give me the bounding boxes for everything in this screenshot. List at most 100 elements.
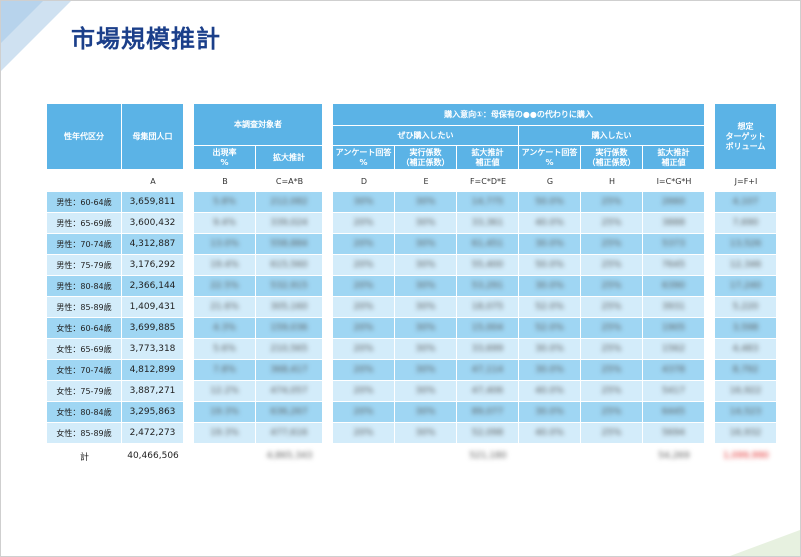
row-target-volume: 17,240 bbox=[729, 281, 762, 291]
row-population: 3,659,811 bbox=[122, 192, 184, 213]
row-survey-answer-1: 20% bbox=[353, 260, 374, 270]
row-expanded-corrected-1: 18,075 bbox=[471, 302, 504, 312]
row-target-volume: 7,690 bbox=[732, 218, 759, 228]
row-population: 3,773,318 bbox=[122, 339, 184, 360]
total-expanded-estimate: 4,865,343 bbox=[266, 451, 313, 461]
row-expanded-estimate: 477,616 bbox=[270, 428, 308, 438]
row-appearance-rate: 7.8% bbox=[213, 365, 236, 375]
row-survey-answer-1: 20% bbox=[353, 239, 374, 249]
row-label: 女性：60-64歳 bbox=[47, 318, 122, 339]
market-size-table: 性年代区分 母集団人口 本調査対象者 購入意向①：母保有の●●の代わりに購入 想… bbox=[47, 104, 777, 468]
row-target-volume: 5,220 bbox=[732, 302, 759, 312]
row-survey-answer-1: 20% bbox=[353, 281, 374, 291]
row-expanded-corrected-1: 33,361 bbox=[471, 218, 504, 228]
letter-i: I=C*G*H bbox=[643, 170, 705, 192]
total-population: 40,466,506 bbox=[122, 444, 184, 468]
header-exec-coef-1: 実行係数 （補正係数） bbox=[395, 146, 457, 170]
row-label: 女性：75-79歳 bbox=[47, 381, 122, 402]
row-survey-answer-2: 52.0% bbox=[535, 302, 564, 312]
row-expanded-estimate: 339,024 bbox=[270, 218, 308, 228]
header-buy: 購入したい bbox=[519, 126, 705, 146]
row-expanded-corrected-2: 3931 bbox=[662, 302, 685, 312]
row-exec-coef-1: 30% bbox=[415, 281, 436, 291]
row-label: 女性：85-89歳 bbox=[47, 423, 122, 444]
row-expanded-corrected-2: 6445 bbox=[662, 407, 685, 417]
row-exec-coef-2: 25% bbox=[601, 260, 622, 270]
row-exec-coef-1: 30% bbox=[415, 260, 436, 270]
row-expanded-estimate: 159,036 bbox=[270, 323, 308, 333]
row-expanded-corrected-2: 1905 bbox=[662, 323, 685, 333]
row-exec-coef-1: 30% bbox=[415, 302, 436, 312]
row-appearance-rate: 4.3% bbox=[213, 323, 236, 333]
table-row: 女性：85-89歳 2,472,273 19.3% 477,616 20% 30% 52,0… bbox=[47, 423, 777, 444]
row-exec-coef-2: 25% bbox=[601, 197, 622, 207]
letter-d: D bbox=[333, 170, 395, 192]
row-expanded-estimate: 532,915 bbox=[270, 281, 308, 291]
row-exec-coef-2: 25% bbox=[601, 323, 622, 333]
row-exec-coef-2: 25% bbox=[601, 218, 622, 228]
table-row: 男性：80-84歳 2,366,144 22.5% 532,915 20% 30% 53,2… bbox=[47, 276, 777, 297]
row-survey-answer-2: 40.0% bbox=[535, 386, 564, 396]
row-target-volume: 4,483 bbox=[732, 344, 759, 354]
row-population: 2,366,144 bbox=[122, 276, 184, 297]
total-label: 計 bbox=[47, 444, 122, 468]
row-survey-answer-1: 20% bbox=[353, 386, 374, 396]
row-expanded-corrected-2: 2660 bbox=[662, 197, 685, 207]
row-survey-answer-2: 50.0% bbox=[535, 197, 564, 207]
row-target-volume: 12,346 bbox=[729, 260, 762, 270]
row-population: 3,699,885 bbox=[122, 318, 184, 339]
row-survey-answer-1: 30% bbox=[353, 197, 374, 207]
row-survey-answer-2: 30.0% bbox=[535, 239, 564, 249]
row-label: 男性：80-84歳 bbox=[47, 276, 122, 297]
row-exec-coef-1: 30% bbox=[415, 218, 436, 228]
row-exec-coef-2: 25% bbox=[601, 302, 622, 312]
header-exec-coef-2: 実行係数 （補正係数） bbox=[581, 146, 643, 170]
letter-e: E bbox=[395, 170, 457, 192]
table-row: 男性：60-64歳 3,659,811 5.8% 212,082 30% 30% 14,77… bbox=[47, 192, 777, 213]
row-exec-coef-2: 25% bbox=[601, 407, 622, 417]
row-population: 1,409,431 bbox=[122, 297, 184, 318]
row-expanded-estimate: 210,565 bbox=[270, 344, 308, 354]
row-label: 男性：60-64歳 bbox=[47, 192, 122, 213]
header-population: 母集団人口 bbox=[122, 104, 184, 170]
row-appearance-rate: 19.3% bbox=[210, 407, 239, 417]
row-appearance-rate: 9.4% bbox=[213, 218, 236, 228]
row-survey-answer-2: 52.0% bbox=[535, 323, 564, 333]
row-expanded-corrected-2: 6390 bbox=[662, 281, 685, 291]
row-survey-answer-1: 20% bbox=[353, 323, 374, 333]
row-expanded-corrected-1: 53,291 bbox=[471, 281, 504, 291]
header-survey-answer-1: アンケート回答 % bbox=[333, 146, 395, 170]
row-exec-coef-1: 30% bbox=[415, 386, 436, 396]
row-label: 男性：70-74歳 bbox=[47, 234, 122, 255]
row-exec-coef-1: 30% bbox=[415, 365, 436, 375]
table-row: 女性：75-79歳 3,887,271 12.2% 474,057 20% 30% 47,4… bbox=[47, 381, 777, 402]
row-appearance-rate: 5.6% bbox=[213, 344, 236, 354]
row-survey-answer-1: 20% bbox=[353, 407, 374, 417]
row-expanded-corrected-2: 4378 bbox=[662, 365, 685, 375]
row-expanded-corrected-2: 1562 bbox=[662, 344, 685, 354]
table-row: 男性：65-69歳 3,600,432 9.4% 339,024 20% 30% 33,36… bbox=[47, 213, 777, 234]
letter-f: F=C*D*E bbox=[457, 170, 519, 192]
table-row: 女性：65-69歳 3,773,318 5.6% 210,565 20% 30% 33,69… bbox=[47, 339, 777, 360]
table-row: 女性：60-64歳 3,699,885 4.3% 159,036 20% 30% 15,00… bbox=[47, 318, 777, 339]
row-target-volume: 3,598 bbox=[732, 323, 759, 333]
row-expanded-corrected-1: 61,451 bbox=[471, 239, 504, 249]
row-label: 女性：70-74歳 bbox=[47, 360, 122, 381]
corner-decoration-bottom bbox=[730, 530, 800, 556]
letter-g: G bbox=[519, 170, 581, 192]
row-survey-answer-2: 30.0% bbox=[535, 344, 564, 354]
row-population: 4,812,899 bbox=[122, 360, 184, 381]
row-label: 男性：85-89歳 bbox=[47, 297, 122, 318]
row-expanded-estimate: 636,267 bbox=[270, 407, 308, 417]
row-target-volume: 8,792 bbox=[732, 365, 759, 375]
letter-j: J=F+I bbox=[715, 170, 777, 192]
row-expanded-corrected-1: 14,775 bbox=[471, 197, 504, 207]
page-title: 市場規模推計 bbox=[71, 25, 221, 53]
row-exec-coef-2: 25% bbox=[601, 386, 622, 396]
row-survey-answer-2: 30.0% bbox=[535, 407, 564, 417]
row-exec-coef-2: 25% bbox=[601, 281, 622, 291]
header-purchase-intent: 購入意向①：母保有の●●の代わりに購入 bbox=[333, 104, 705, 126]
row-expanded-corrected-1: 15,004 bbox=[471, 323, 504, 333]
row-expanded-corrected-2: 7645 bbox=[662, 260, 685, 270]
letter-b: B bbox=[194, 170, 256, 192]
